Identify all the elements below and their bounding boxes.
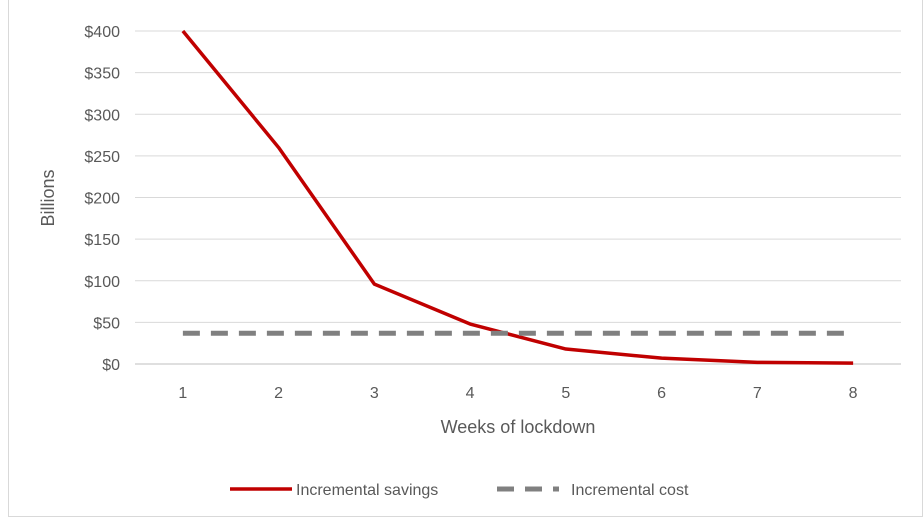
y-tick-label: $300 <box>84 107 120 124</box>
legend-label: Incremental savings <box>296 482 438 499</box>
x-tick-label: 2 <box>274 385 283 402</box>
y-tick-label: $0 <box>102 357 120 374</box>
series-lines <box>181 29 854 365</box>
legend-label: Incremental cost <box>571 482 689 499</box>
y-tick-label: $250 <box>84 149 120 166</box>
x-tick-label: 5 <box>561 385 570 402</box>
x-tick-label: 7 <box>753 385 762 402</box>
y-axis-title: Billions <box>38 169 58 226</box>
y-tick-label: $100 <box>84 274 120 291</box>
x-axis-tick-labels: 1 2 3 4 5 6 7 8 <box>178 385 857 402</box>
x-tick-label: 4 <box>466 385 475 402</box>
x-tick-label: 1 <box>178 385 187 402</box>
legend: Incremental savings Incremental cost <box>230 482 689 499</box>
chart-frame <box>8 0 923 517</box>
y-tick-label: $200 <box>84 191 120 208</box>
y-tick-label: $50 <box>93 315 120 332</box>
x-axis-title: Weeks of lockdown <box>441 417 596 437</box>
x-tick-label: 3 <box>370 385 379 402</box>
x-tick-label: 8 <box>849 385 858 402</box>
x-tick-label: 6 <box>657 385 666 402</box>
y-axis-tick-labels: $0 $50 $100 $150 $200 $250 $300 $350 $400 <box>84 24 120 374</box>
gridlines <box>135 30 901 365</box>
series-line-incremental-savings <box>181 29 854 365</box>
y-tick-label: $150 <box>84 232 120 249</box>
y-tick-label: $350 <box>84 66 120 83</box>
y-tick-label: $400 <box>84 24 120 41</box>
